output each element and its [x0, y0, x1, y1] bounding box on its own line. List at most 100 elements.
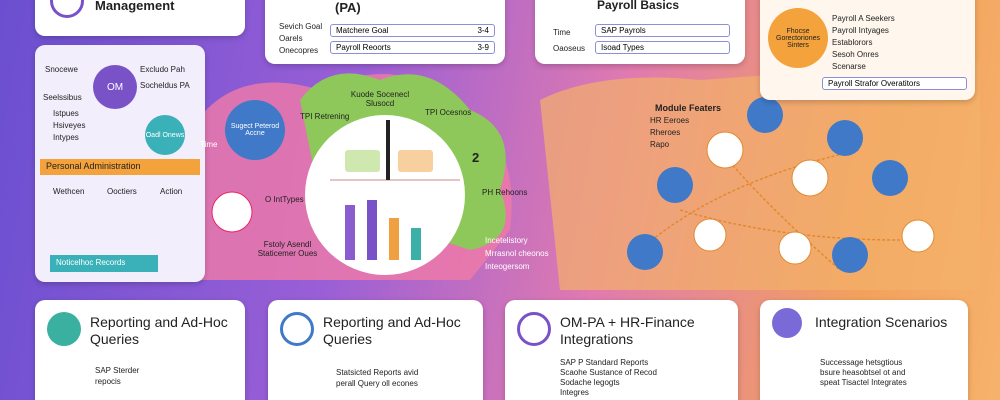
bubble-label: TPI Retrening: [300, 112, 350, 121]
panel-line: Rheroes: [650, 128, 681, 137]
icon-node: [706, 131, 744, 169]
card-text: perall Query oll econes: [336, 379, 418, 388]
icon-node: [693, 218, 727, 252]
row-value: 3-9: [477, 43, 489, 52]
network-icon: [211, 191, 253, 233]
badge-text: Fhocse: [786, 27, 810, 35]
bullet: Establorors: [832, 38, 873, 47]
side-item: Inteogersom: [485, 262, 530, 271]
badge: Fhocse Gorectoriones Sinters: [768, 8, 828, 68]
card-text: Integres: [560, 388, 589, 397]
bubble: Oadl Onews: [145, 115, 185, 155]
deco-bar: [411, 228, 421, 260]
bottom-label: Fstoly Asendl Staticemer Oues: [257, 240, 318, 258]
row-label: Isoad Types: [601, 43, 644, 52]
badge-text: Gorectoriones: [776, 34, 820, 42]
bubble-label: 2: [472, 150, 480, 165]
top-card: Management: [35, 0, 245, 36]
card-title: OM-PA + HR-Finance Integrations: [560, 314, 695, 347]
card-text: Sodache legogts: [560, 378, 620, 387]
bubble-label: Time: [200, 140, 218, 149]
section-bar: Personal Administration: [40, 159, 200, 175]
card-title: Payroll Basics: [597, 0, 680, 12]
icon: [50, 0, 84, 18]
icon-node: [791, 159, 829, 197]
card-text: Successage hetsgtious: [820, 358, 903, 367]
bubble-label: O IntTypes: [265, 195, 304, 204]
bottom-card: Reporting and Ad-Hoc Queries SAP Sterder…: [35, 300, 245, 400]
center-circle: [305, 115, 465, 275]
bubble-label: TPI Ocesnos: [425, 108, 472, 117]
icon-node: [827, 120, 863, 156]
row: SAP Payrols: [595, 24, 730, 37]
column-label: Wethcen: [53, 187, 85, 196]
icon-node: [657, 167, 693, 203]
orange-region: [540, 60, 980, 290]
side-item: Mrrasnol cheonos: [485, 249, 549, 258]
bullet: Scenarse: [832, 62, 866, 71]
card-title: (PA): [335, 0, 361, 15]
icon: [280, 312, 314, 346]
top-card: Fhocse Gorectoriones Sinters Payroll A S…: [760, 0, 975, 100]
top-card: (PA) Sevich Goal Oarels Onecopres Matche…: [265, 0, 505, 64]
label: Intypes: [53, 133, 79, 142]
left-panel: Snocewe Seelssibus Istpues Hsiveyes Inty…: [35, 45, 205, 282]
icon-node: [747, 97, 783, 133]
bullet: Payroll A Seekers: [832, 14, 895, 23]
icon-node: [627, 234, 663, 270]
side-label: Time: [553, 28, 571, 37]
footer-box: Payroll Strafor Overatitors: [822, 77, 967, 90]
label: Hsiveyes: [53, 121, 86, 130]
bullet: Sesoh Onres: [832, 50, 879, 59]
card-text: speat Tisactel Integrates: [820, 378, 907, 387]
icon-node: [901, 219, 935, 253]
label: Seelssibus: [43, 93, 82, 102]
panel-line: HR Eeroes: [650, 116, 690, 125]
row-label: Payroll Reoorts: [336, 43, 391, 52]
card-text: SAP P Standard Reports: [560, 358, 649, 367]
icon-node: [832, 237, 868, 273]
card-title: Reporting and Ad-Hoc Queries: [90, 314, 228, 347]
side-label: Oaoseus: [553, 44, 586, 53]
bubble: Sugect Peterod Accne: [225, 100, 285, 160]
icon: [47, 312, 81, 346]
row: Isoad Types: [595, 41, 730, 54]
panel-line: Rapo: [650, 140, 670, 149]
card-text: Statsicted Reports avid: [336, 368, 419, 377]
side-label: Sevich Goal: [279, 22, 323, 31]
label: Socheldus PA: [140, 81, 190, 90]
card-text: SAP Sterder: [95, 366, 140, 375]
side-label: Oarels: [279, 34, 303, 43]
deco-bar: [389, 218, 399, 260]
bottom-card: Integration Scenarios Successage hetsgti…: [760, 300, 968, 400]
label: Excludo Pah: [140, 65, 185, 74]
bullet: Payroll Intyages: [832, 26, 889, 35]
deco-pole: [386, 120, 390, 180]
icon: [517, 312, 551, 346]
panel-title: Module Featers: [655, 103, 722, 113]
deco-box: [345, 150, 380, 172]
deco-bar: [367, 200, 377, 260]
row: Payroll Reoorts 3-9: [330, 41, 495, 54]
footer-text: Payroll Strafor Overatitors: [828, 79, 921, 88]
label: Istpues: [53, 109, 79, 118]
label: Snocewe: [45, 65, 78, 74]
row: Matchere Goal 3-4: [330, 24, 495, 37]
bubble-label: PH Rehoons: [482, 188, 528, 197]
side-item: Incetelistory: [485, 236, 528, 245]
bubble-label: Kuode Socenecl Slusocd: [350, 90, 410, 108]
deco-bar: [345, 205, 355, 260]
top-card: Payroll Basics Time Oaoseus SAP Payrols …: [535, 0, 745, 64]
row-label: Matchere Goal: [336, 26, 389, 35]
side-label: Onecopres: [279, 46, 319, 55]
icon-node: [778, 231, 812, 265]
card-text: Scaohe Sustance of Recod: [560, 368, 657, 377]
badge-text: Sinters: [787, 41, 809, 49]
card-text: repocis: [95, 377, 121, 386]
column-label: Action: [160, 187, 183, 196]
deco-box: [398, 150, 433, 172]
card-text: bsure heasobtsel ot and: [820, 368, 906, 377]
row-value: 3-4: [477, 26, 489, 35]
footer-box: Noticelhoc Records: [50, 255, 158, 272]
